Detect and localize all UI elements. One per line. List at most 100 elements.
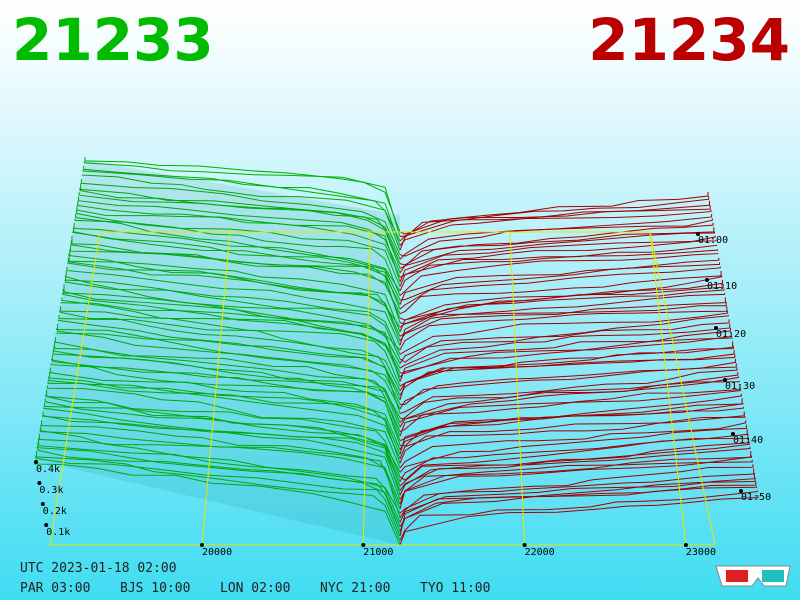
- ask-ribbon: [399, 306, 728, 351]
- time-tick-label: 01:10: [707, 281, 737, 292]
- glasses-icon: [715, 565, 791, 587]
- ask-price: 21234: [588, 6, 790, 74]
- price-grid-line: [649, 231, 687, 546]
- volume-tick-dot: [44, 523, 49, 527]
- price-tick-label: 22000: [525, 547, 555, 558]
- time-tick-label: 01:00: [698, 235, 728, 246]
- bid-ribbon: [39, 429, 401, 514]
- time-tick-label: 01:40: [733, 435, 763, 446]
- ask-ribbon: [399, 415, 746, 464]
- depth-ribbons: [34, 157, 759, 546]
- price-tick-dot: [522, 543, 527, 547]
- ask-ribbon: [399, 319, 730, 364]
- ask-ribbon: [399, 314, 729, 363]
- bid-ribbon: [65, 271, 401, 351]
- price-tick-label: 23000: [686, 547, 716, 558]
- time-tick-label: 01:30: [725, 381, 755, 392]
- bid-ribbon: [68, 253, 401, 332]
- ask-ribbon: [399, 372, 739, 420]
- ask-ribbon: [399, 455, 752, 505]
- bid-ribbon: [42, 411, 401, 496]
- zone-time: PAR 03:00: [20, 581, 90, 596]
- bid-ribbon: [82, 170, 401, 246]
- bid-ribbon: [34, 460, 401, 546]
- volume-tick-label: 0.4k: [36, 464, 60, 475]
- bid-ribbon: [49, 367, 401, 450]
- ask-ribbon: [399, 486, 758, 537]
- bid-ribbon: [60, 301, 401, 382]
- ask-ribbon: [399, 293, 726, 337]
- ask-ribbon: [399, 437, 750, 487]
- bid-ribbon: [64, 279, 401, 360]
- bid-ribbon: [79, 187, 401, 264]
- bid-ribbon: [71, 236, 401, 314]
- ask-ribbon: [399, 262, 721, 305]
- ask-ribbon: [399, 209, 712, 251]
- bid-ribbon: [43, 402, 401, 487]
- bid-ribbon: [36, 446, 401, 532]
- bid-ribbon: [64, 275, 401, 355]
- bid-ribbon: [47, 380, 401, 464]
- bid-ribbon: [81, 174, 401, 251]
- zone-time: TYO 11:00: [420, 581, 490, 596]
- bid-ribbon: [80, 183, 401, 260]
- ask-ribbon: [399, 205, 711, 246]
- bid-ribbon: [54, 341, 401, 423]
- price-tick-dot: [200, 543, 204, 547]
- volume-tick-dot: [34, 460, 38, 464]
- ask-ribbon: [399, 468, 755, 519]
- ask-ribbon: [399, 490, 758, 541]
- bid-ribbon: [38, 438, 401, 523]
- price-grid-line: [509, 231, 526, 546]
- ask-ribbon: [399, 288, 725, 332]
- bid-ribbon: [74, 218, 401, 296]
- ask-ribbon: [399, 477, 756, 528]
- ask-ribbon: [399, 433, 749, 482]
- ask-ribbon: [399, 424, 747, 473]
- ask-ribbon: [399, 464, 754, 514]
- price-tick-label: 20000: [202, 547, 232, 558]
- bid-ribbon: [67, 262, 401, 342]
- bid-ribbon: [37, 442, 401, 528]
- bid-ribbon: [35, 451, 401, 537]
- glasses-cyan-lens: [762, 570, 784, 582]
- bid-ribbon: [83, 165, 401, 242]
- price-tick-dot: [683, 543, 688, 547]
- ask-ribbon: [399, 271, 722, 315]
- price-tick-dot: [361, 543, 366, 547]
- bid-ribbon: [70, 244, 401, 323]
- ask-ribbon: [399, 323, 731, 369]
- bid-ribbon: [80, 178, 401, 255]
- bid-ribbon: [59, 310, 401, 391]
- floor-grid: [49, 231, 716, 546]
- bid-ribbon: [50, 363, 401, 446]
- bid-ribbon: [66, 266, 401, 346]
- bid-ribbon: [35, 455, 401, 541]
- ask-ribbon: [399, 411, 745, 460]
- ask-ribbon: [399, 481, 757, 532]
- zone-time: NYC 21:00: [320, 581, 390, 596]
- ask-ribbon: [399, 495, 759, 546]
- time-tick-label: 01:50: [741, 492, 771, 503]
- bid-ribbon: [54, 337, 401, 419]
- volume-tick-label: 0.1k: [46, 527, 70, 538]
- utc-time: UTC 2023-01-18 02:00: [20, 561, 177, 576]
- ask-ribbon: [399, 451, 752, 500]
- bid-ribbon: [83, 161, 401, 237]
- ask-ribbon: [399, 380, 740, 428]
- ask-ribbon: [399, 301, 727, 346]
- ask-ribbon: [399, 222, 714, 266]
- bid-ribbon: [45, 394, 401, 478]
- bid-ribbon: [78, 192, 401, 269]
- bid-ribbon: [67, 258, 401, 337]
- volume-tick-dot: [40, 502, 45, 506]
- time-tick-dot: [723, 378, 727, 382]
- bid-ribbon: [77, 200, 401, 278]
- ask-ribbon: [399, 284, 724, 328]
- ask-ribbon: [399, 358, 737, 405]
- ask-ribbon: [399, 345, 734, 392]
- ask-ribbon: [399, 235, 716, 278]
- axis-labels: 20000 21000 22000 23000 01:00 01:10 01:20 01:30…: [34, 232, 771, 558]
- time-tick-label: 01:20: [716, 329, 746, 340]
- ask-ribbon: [399, 354, 736, 400]
